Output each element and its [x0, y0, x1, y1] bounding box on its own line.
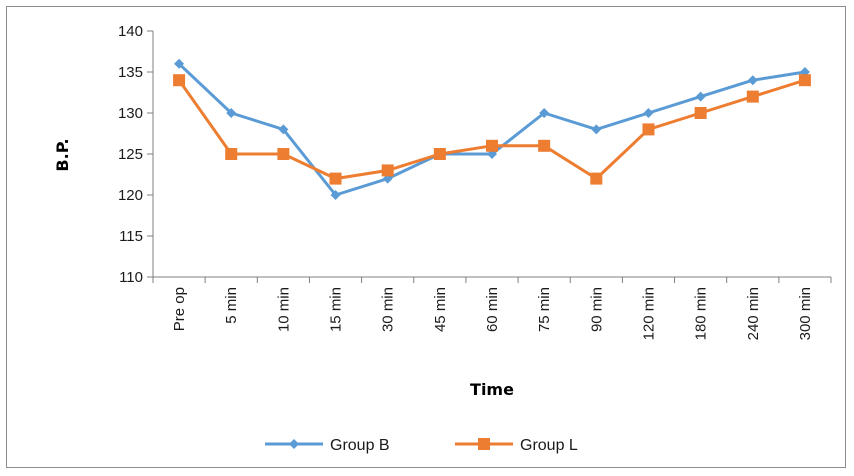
data-point [747, 75, 758, 86]
x-tick-label: 120 min [640, 287, 657, 340]
y-axis-title: B.P. [53, 138, 72, 171]
data-point [539, 108, 550, 118]
data-point [225, 148, 238, 160]
axes [147, 30, 832, 283]
series-2 [173, 74, 811, 185]
data-point [590, 172, 603, 185]
legend-item: Group L [455, 437, 578, 454]
legend-label: Group L [520, 437, 578, 454]
x-tick-label: 60 min [484, 287, 501, 332]
x-tick-label: 75 min [536, 287, 553, 332]
y-tick-label: 130 [118, 105, 143, 122]
data-point [226, 108, 237, 118]
data-point [173, 74, 186, 87]
legend-swatch-marker [478, 438, 490, 450]
y-tick-label: 140 [118, 23, 143, 40]
series-1 [174, 58, 810, 200]
x-tick-label: 15 min [328, 287, 345, 332]
data-point [695, 91, 706, 102]
data-point [381, 164, 394, 177]
data-point [643, 108, 654, 118]
x-tick-label: 45 min [432, 287, 449, 332]
x-tick-label: 90 min [588, 287, 605, 332]
x-tick-label: 10 min [275, 287, 292, 332]
legend: Group B Group L [265, 437, 578, 454]
y-tick-label: 120 [118, 187, 143, 204]
chart-frame [6, 6, 846, 468]
data-point [694, 107, 707, 119]
data-point [486, 139, 498, 152]
y-tick-label: 135 [118, 64, 143, 81]
y-tick-label: 125 [118, 146, 143, 163]
tick-labels: 110 115 120 125 130 135 140 Pre op 5 min 10 min 15… [118, 23, 814, 340]
x-axis-title: Time [470, 380, 514, 399]
data-point [798, 74, 811, 87]
data-point [746, 90, 759, 103]
x-tick-label: 180 min [693, 287, 710, 340]
data-point [538, 139, 551, 152]
data-point [642, 123, 655, 136]
data-point [591, 124, 602, 135]
x-tick-label: 30 min [380, 287, 397, 332]
series-layer [173, 58, 811, 200]
x-tick-label: 5 min [223, 287, 240, 324]
data-point [329, 172, 342, 185]
y-tick-label: 115 [119, 228, 143, 245]
data-point [174, 58, 185, 69]
series-line [177, 78, 806, 181]
legend-swatch-marker [289, 439, 299, 449]
series-line [178, 62, 806, 197]
x-tick-label: Pre op [171, 287, 188, 331]
x-tick-label: 240 min [745, 287, 762, 340]
data-point [278, 124, 289, 135]
data-point [277, 148, 290, 160]
legend-label: Group B [330, 437, 390, 454]
data-point [433, 148, 446, 160]
data-point [330, 190, 341, 200]
x-tick-label: 300 min [797, 287, 814, 340]
legend-item: Group B [265, 437, 390, 454]
y-tick-label: 110 [119, 269, 143, 286]
